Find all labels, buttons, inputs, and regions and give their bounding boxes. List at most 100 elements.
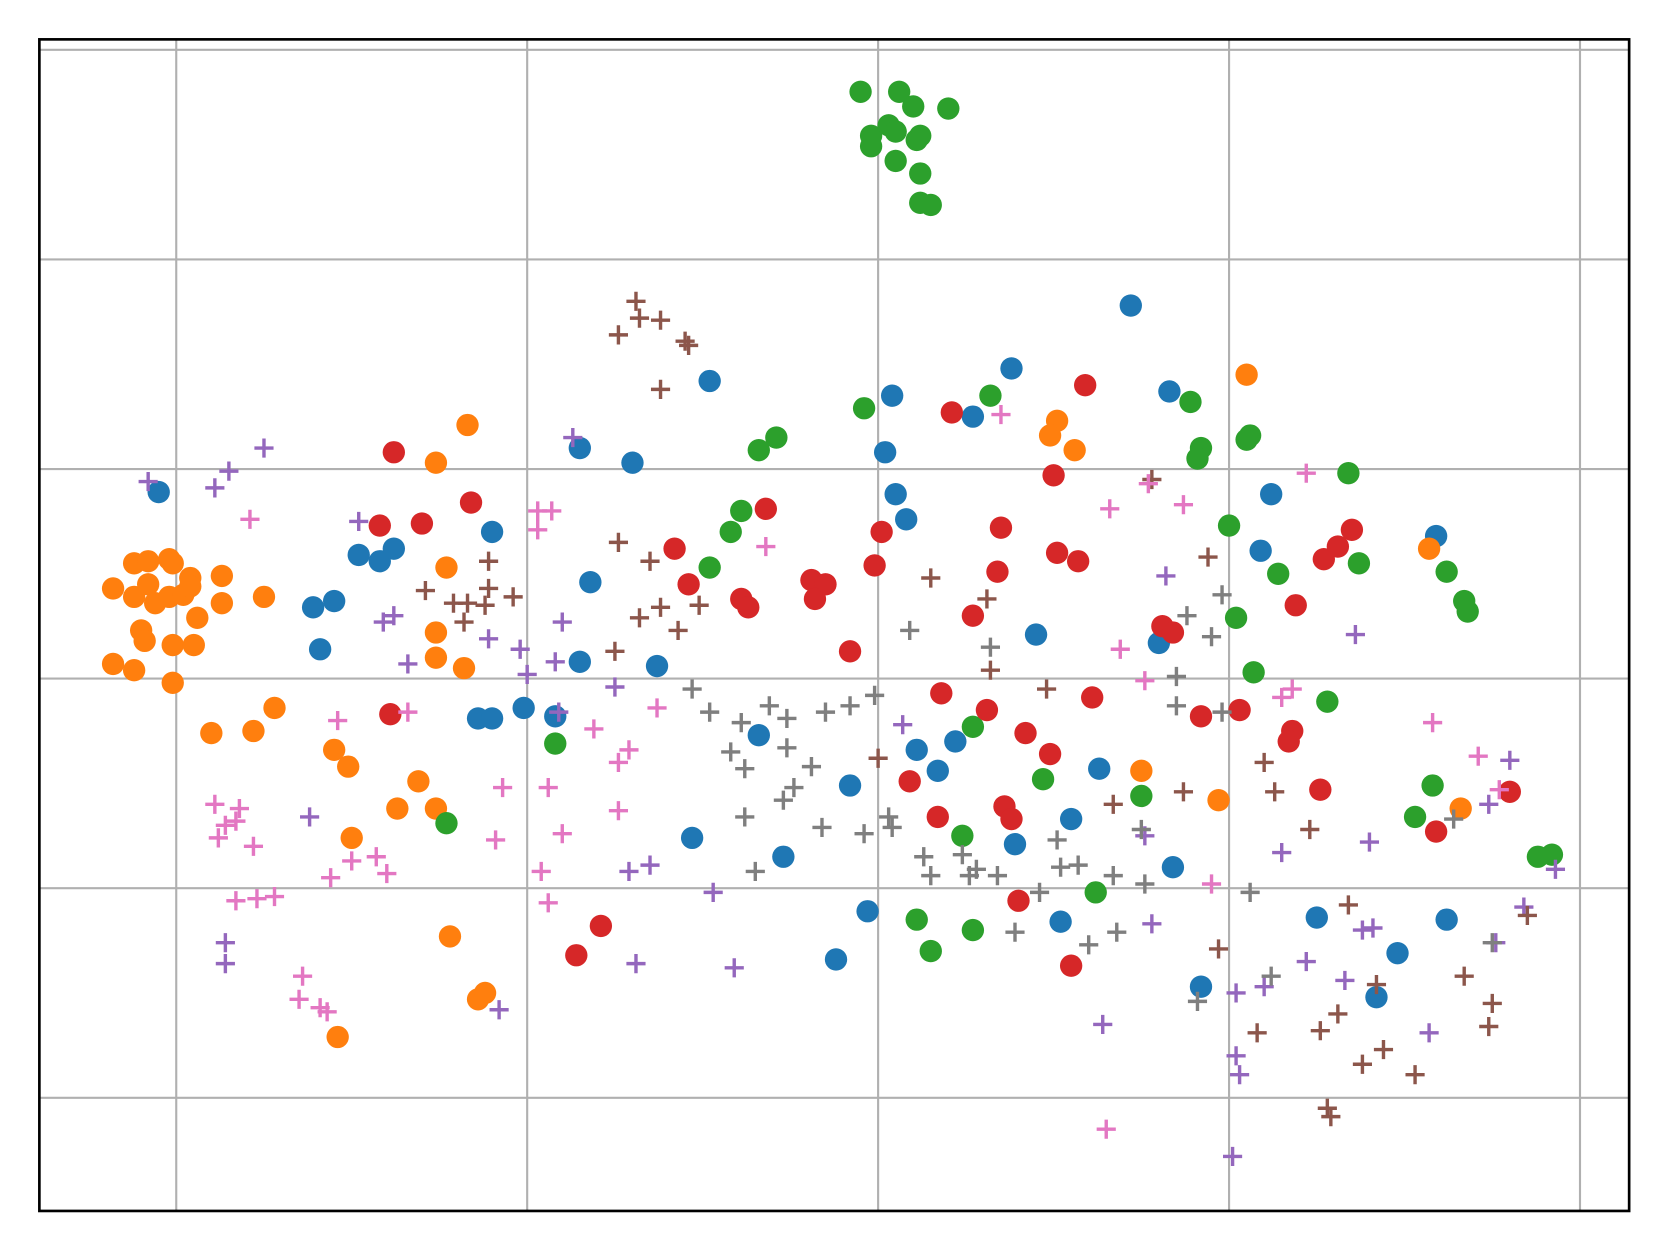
- circle-point: [1498, 780, 1521, 803]
- plus-point: [608, 532, 629, 552]
- plus-point: [486, 830, 506, 850]
- plus-point: [264, 886, 285, 907]
- plus-point: [293, 966, 313, 986]
- circle-point: [568, 650, 591, 674]
- plus-point: [317, 1002, 337, 1022]
- plus-point: [1103, 866, 1123, 886]
- plus-point: [454, 612, 474, 632]
- circle-point: [1347, 552, 1371, 575]
- circle-point: [456, 413, 479, 437]
- plus-point: [865, 685, 885, 705]
- plus-point: [1265, 782, 1285, 802]
- circle-point: [122, 659, 146, 682]
- plus-point: [854, 824, 874, 844]
- circle-point: [382, 537, 405, 560]
- circle-point: [986, 560, 1009, 583]
- circle-point: [1386, 941, 1409, 965]
- plus-point: [1454, 966, 1474, 986]
- circle-point: [179, 575, 202, 598]
- plus-point: [777, 738, 797, 758]
- plus-point: [584, 719, 604, 739]
- plus-point: [1468, 746, 1488, 766]
- plus-point: [1036, 679, 1057, 699]
- plus-point: [208, 828, 228, 848]
- circle-point: [888, 80, 911, 103]
- plus-point: [321, 868, 341, 888]
- plus-point: [384, 606, 404, 626]
- plus-point: [1110, 639, 1130, 659]
- circle-point: [1316, 690, 1339, 713]
- circle-point: [1228, 698, 1251, 722]
- circle-point: [754, 497, 777, 521]
- circle-point: [459, 491, 483, 514]
- circle-point: [944, 730, 967, 753]
- plus-point: [1405, 1065, 1425, 1085]
- circle-point: [101, 652, 125, 676]
- grid: [39, 39, 1630, 1211]
- plus-point: [1366, 975, 1387, 995]
- circle-point: [210, 564, 234, 588]
- circle-point: [424, 451, 448, 474]
- plus-point: [1317, 1098, 1337, 1118]
- circle-point: [407, 770, 430, 793]
- plus-point: [1500, 750, 1520, 770]
- plus-point: [1198, 547, 1218, 567]
- plus-point: [629, 308, 650, 328]
- circle-point: [1456, 600, 1479, 623]
- plus-point: [784, 778, 804, 798]
- plus-point: [528, 520, 548, 540]
- circle-point: [1059, 807, 1083, 831]
- plus-point: [1423, 713, 1443, 733]
- circle-point: [200, 721, 223, 745]
- circle-point: [838, 640, 862, 663]
- circle-point: [680, 826, 704, 850]
- circle-point: [1063, 438, 1086, 462]
- circle-point: [136, 550, 160, 573]
- plus-point: [1208, 939, 1229, 959]
- plus-point: [489, 1000, 509, 1020]
- circle-point: [961, 405, 985, 428]
- circle-point: [1038, 424, 1062, 447]
- circle-point: [242, 719, 265, 743]
- plus-point: [1482, 933, 1502, 953]
- circle-point: [951, 824, 974, 847]
- plus-point: [619, 861, 639, 881]
- circle-point: [322, 589, 346, 613]
- plus-point: [756, 536, 776, 557]
- circle-point: [1189, 975, 1213, 998]
- plus-point: [415, 581, 435, 601]
- circle-point: [1084, 881, 1107, 904]
- plus-point: [479, 629, 499, 649]
- circle-point: [884, 120, 907, 143]
- circle-point: [1119, 294, 1142, 317]
- plus-point: [1282, 679, 1302, 699]
- circle-point: [863, 554, 886, 577]
- plus-point: [626, 954, 646, 974]
- circle-point: [961, 715, 985, 738]
- circle-point: [1340, 518, 1364, 541]
- circle-point: [410, 512, 434, 535]
- plus-point: [759, 696, 779, 716]
- circle-point: [975, 698, 999, 722]
- circle-point: [512, 696, 535, 720]
- circle-point: [1277, 730, 1300, 753]
- plus-point: [987, 866, 1008, 886]
- plus-point: [980, 660, 1001, 680]
- circle-point: [926, 759, 949, 782]
- plus-point: [300, 807, 320, 827]
- plus-point: [900, 620, 920, 640]
- circle-point: [880, 384, 904, 407]
- circle-point: [930, 682, 953, 705]
- circle-point: [1424, 820, 1448, 843]
- circle-point: [856, 900, 879, 923]
- plus-point: [675, 331, 695, 351]
- circle-point: [698, 369, 721, 393]
- plus-point: [1226, 1046, 1246, 1066]
- plus-point: [1212, 702, 1232, 722]
- circle-point: [424, 646, 448, 669]
- circle-point: [898, 770, 921, 793]
- circle-point: [1284, 594, 1307, 617]
- circle-point: [919, 193, 942, 217]
